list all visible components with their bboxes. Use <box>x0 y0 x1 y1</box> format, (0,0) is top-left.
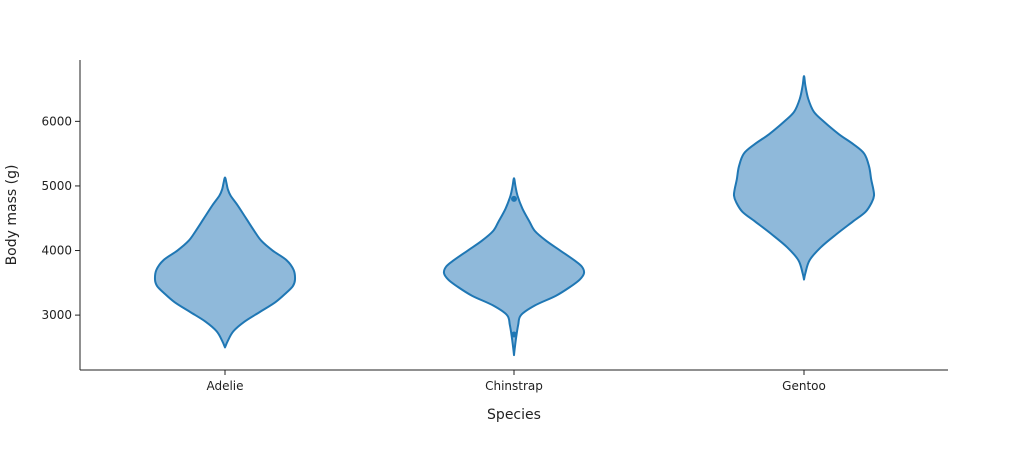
x-tick-label-adelie: Adelie <box>206 379 243 393</box>
y-tick-label: 5000 <box>41 179 72 193</box>
outlier-point-chinstrap-1 <box>511 195 517 202</box>
y-tick-label: 3000 <box>41 308 72 322</box>
outlier-point-chinstrap-0 <box>511 331 517 338</box>
y-tick-label: 6000 <box>41 114 72 128</box>
y-axis-title: Body mass (g) <box>4 165 20 266</box>
x-ticks: Adelie Chinstrap Gentoo <box>206 370 826 393</box>
x-tick-label-chinstrap: Chinstrap <box>485 379 543 393</box>
violin-gentoo <box>732 75 876 281</box>
x-tick-label-gentoo: Gentoo <box>782 379 826 393</box>
y-ticks: 3000 4000 5000 6000 <box>41 114 80 322</box>
x-axis-title: Species <box>487 407 541 423</box>
violin-chinstrap <box>442 177 586 357</box>
violins-layer <box>153 75 876 357</box>
violin-adelie <box>153 176 297 349</box>
y-tick-label: 4000 <box>41 244 72 258</box>
